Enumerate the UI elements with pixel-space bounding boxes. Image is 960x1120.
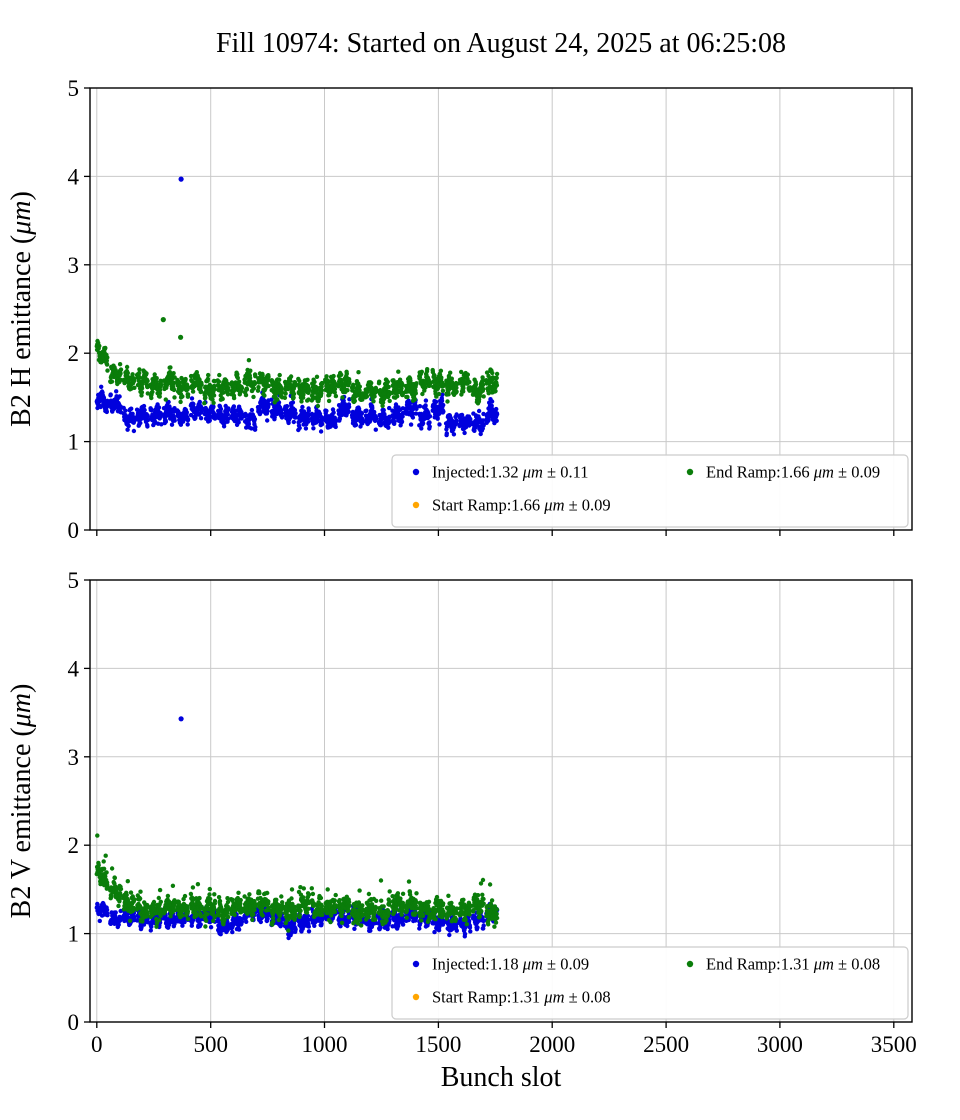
svg-text:3500: 3500 (871, 1032, 917, 1057)
svg-text:2500: 2500 (643, 1032, 689, 1057)
svg-text:3000: 3000 (757, 1032, 803, 1057)
svg-text:4: 4 (68, 164, 80, 189)
svg-text:B2 H emittance (μm): B2 H emittance (μm) (6, 191, 37, 427)
figure-title: Fill 10974: Started on August 24, 2025 a… (216, 28, 786, 59)
svg-text:0: 0 (68, 518, 80, 543)
series-end-ramp-points (94, 338, 500, 409)
b2-v-emittance-chart: 0 500 1000 1500 2000 2500 3000 3500 0 1 2 3 4 5 B2 V e… (6, 568, 917, 1057)
svg-text:B2 V emittance (μm): B2 V emittance (μm) (6, 684, 37, 919)
svg-text:1: 1 (68, 922, 80, 947)
series-end-ramp-points (94, 833, 500, 933)
svg-text:2: 2 (68, 341, 80, 366)
svg-text:3: 3 (68, 253, 80, 278)
svg-text:2: 2 (68, 833, 80, 858)
svg-text:5: 5 (68, 568, 80, 593)
series-injected-points (94, 384, 500, 438)
svg-text:End Ramp:1.66 μm ± 0.09: End Ramp:1.66 μm ± 0.09 (706, 463, 880, 482)
b2-h-emittance-chart: 0 1 2 3 4 5 B2 H emittance (μm) Injected:1.32 μ… (6, 76, 913, 543)
x-axis-label: Bunch slot (441, 1062, 562, 1093)
svg-text:Injected:1.32 μm ± 0.11: Injected:1.32 μm ± 0.11 (432, 463, 589, 482)
svg-text:1: 1 (68, 430, 80, 455)
svg-text:1000: 1000 (302, 1032, 348, 1057)
svg-text:3: 3 (68, 745, 80, 770)
svg-text:2000: 2000 (529, 1032, 575, 1057)
svg-text:500: 500 (193, 1032, 228, 1057)
svg-text:1500: 1500 (415, 1032, 461, 1057)
svg-text:0: 0 (68, 1010, 80, 1035)
svg-text:0: 0 (91, 1032, 103, 1057)
svg-text:Start Ramp:1.66 μm ± 0.09: Start Ramp:1.66 μm ± 0.09 (432, 496, 611, 515)
svg-text:5: 5 (68, 76, 80, 101)
svg-text:4: 4 (68, 656, 80, 681)
